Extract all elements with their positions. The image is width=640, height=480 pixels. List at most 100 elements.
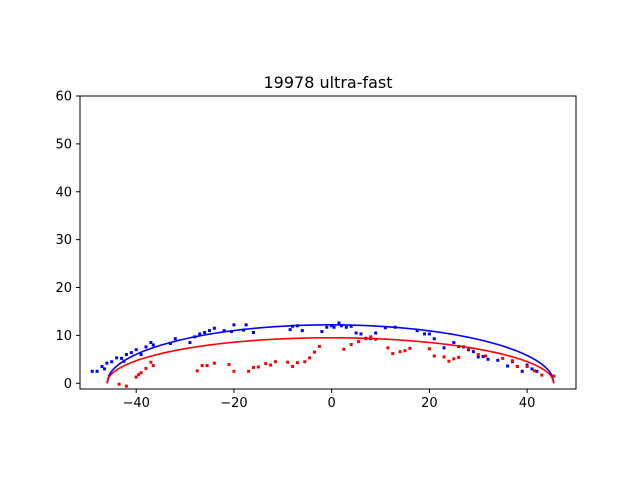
axes: −40 −20 0 20 40 0 10 20 30 40 50 60 [55, 90, 577, 411]
data-point-blue [244, 323, 248, 327]
data-point-blue [288, 328, 292, 332]
data-point-blue [198, 332, 202, 336]
y-tick-label: 10 [55, 329, 72, 344]
data-point-red [295, 361, 299, 365]
data-point-red [432, 354, 436, 358]
data-point-blue [320, 330, 324, 334]
data-point-red [427, 347, 431, 351]
data-point-red [286, 360, 290, 364]
x-tick-label: −40 [122, 396, 149, 411]
y-tick-label: 30 [55, 233, 72, 248]
data-point-blue [476, 355, 480, 359]
x-tick-label: 0 [328, 396, 336, 411]
data-point-blue [134, 348, 138, 352]
data-point-red [476, 353, 480, 357]
data-point-red [317, 344, 321, 348]
data-point-blue [332, 325, 336, 329]
data-point-blue [212, 326, 216, 330]
data-point-blue [481, 354, 485, 358]
data-point-blue [90, 369, 94, 373]
data-point-blue [168, 342, 172, 346]
y-tick-label: 50 [55, 137, 72, 152]
data-point-red [205, 364, 209, 368]
data-point-red [269, 363, 273, 367]
data-point-blue [354, 331, 358, 335]
data-point-red [403, 349, 407, 353]
data-point-red [398, 350, 402, 354]
data-point-blue [151, 343, 155, 347]
data-point-blue [110, 360, 114, 364]
data-point-red [552, 374, 556, 378]
data-point-blue [442, 346, 446, 350]
data-point-blue [124, 353, 128, 357]
data-point-red [151, 364, 155, 368]
data-point-red [408, 346, 412, 350]
plot-area [90, 321, 556, 388]
data-point-blue [520, 369, 524, 373]
data-point-red [357, 340, 361, 344]
data-point-red [247, 369, 251, 373]
x-tick-label: 40 [519, 396, 536, 411]
data-point-blue [149, 341, 153, 345]
data-point-red [525, 365, 529, 368]
data-point-red [466, 346, 470, 350]
data-point-red [501, 356, 505, 360]
data-point-red [540, 373, 544, 377]
fit-curve-blue [106, 324, 555, 384]
data-point-red [484, 354, 488, 358]
data-point-blue [530, 367, 534, 371]
y-tick-label: 40 [55, 185, 72, 200]
data-point-blue [95, 369, 99, 373]
data-point-red [273, 360, 277, 364]
y-tick-label: 60 [55, 90, 72, 105]
data-point-red [227, 363, 231, 367]
data-point-red [532, 369, 536, 373]
data-point-red [308, 356, 312, 360]
data-point-red [137, 373, 141, 377]
data-point-blue [432, 337, 436, 341]
fit-curve-red [106, 336, 555, 384]
data-point-red [457, 355, 461, 359]
data-point-blue [535, 369, 539, 373]
data-point-red [251, 365, 255, 369]
data-point-red [510, 359, 514, 363]
data-point-blue [203, 331, 207, 335]
data-point-blue [374, 331, 378, 335]
data-point-red [313, 350, 317, 354]
data-point-blue [506, 364, 510, 368]
data-point-blue [383, 326, 387, 330]
data-point-blue [129, 351, 133, 355]
data-point-blue [471, 350, 475, 354]
data-point-blue [173, 337, 177, 341]
data-point-red [349, 342, 353, 346]
data-point-blue [337, 321, 341, 325]
data-point-red [515, 365, 519, 368]
data-point-blue [344, 325, 348, 329]
data-point-red [256, 365, 260, 369]
data-point-red [369, 335, 373, 339]
data-point-blue [339, 324, 343, 328]
x-tick-label: 20 [421, 396, 438, 411]
data-point-red [139, 371, 143, 375]
data-point-red [124, 384, 128, 388]
data-point-red [232, 369, 236, 373]
data-point-red [442, 355, 446, 359]
data-point-red [391, 352, 395, 356]
data-point-blue [300, 329, 304, 333]
axes-frame [79, 95, 577, 390]
data-point-red [447, 359, 451, 363]
data-point-red [134, 375, 138, 379]
data-point-blue [139, 353, 143, 357]
data-point-blue [105, 361, 109, 365]
data-point-blue [415, 329, 419, 333]
data-point-blue [427, 332, 431, 336]
data-point-blue [208, 329, 211, 333]
data-point-red [212, 361, 216, 365]
data-point-blue [349, 324, 353, 328]
x-tick-label: −20 [220, 396, 247, 411]
data-point-blue [100, 365, 104, 368]
data-point-red [342, 347, 346, 351]
